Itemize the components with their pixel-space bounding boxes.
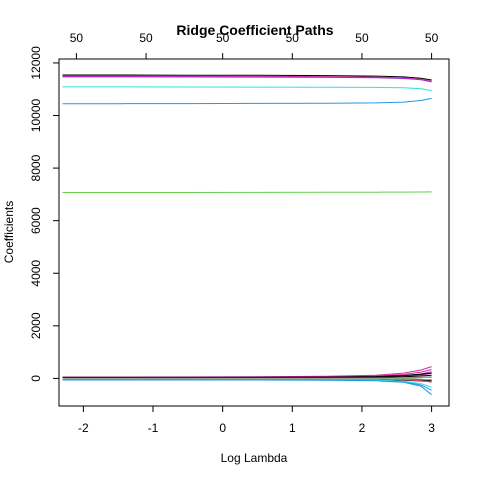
top-tick-label: 50 xyxy=(216,31,230,45)
series-line-5 xyxy=(62,97,432,105)
x-tick-label: 2 xyxy=(359,421,366,435)
chart-title: Ridge Coefficient Paths xyxy=(176,22,333,38)
top-axis: 50 50 50 50 50 50 xyxy=(70,31,439,60)
series-line-11 xyxy=(62,372,432,378)
series-line-2 xyxy=(62,75,432,82)
series-line-20 xyxy=(62,379,432,396)
y-tick-label: 4000 xyxy=(29,260,43,287)
plot-lines xyxy=(62,74,432,396)
y-axis-label: Coefficients xyxy=(2,201,16,263)
y-tick-label: 12000 xyxy=(29,46,43,80)
top-tick-label: 50 xyxy=(139,31,153,45)
x-tick-label: 1 xyxy=(289,421,296,435)
x-tick-label: -2 xyxy=(78,421,89,435)
series-line-3 xyxy=(62,76,432,83)
plot-frame xyxy=(58,58,450,407)
top-tick-label: 50 xyxy=(355,31,369,45)
top-tick-label: 50 xyxy=(286,31,300,45)
y-tick-label: 8000 xyxy=(29,154,43,181)
x-axis: -2 -1 0 1 2 3 xyxy=(78,405,435,435)
y-axis: 0 2000 4000 6000 8000 10000 12000 xyxy=(29,46,60,382)
y-tick-label: 10000 xyxy=(29,99,43,133)
top-tick-label: 50 xyxy=(425,31,439,45)
x-tick-label: 0 xyxy=(219,421,226,435)
y-tick-label: 6000 xyxy=(29,207,43,234)
x-axis-label: Log Lambda xyxy=(221,451,288,465)
x-tick-label: -1 xyxy=(148,421,159,435)
series-line-4 xyxy=(62,86,432,91)
y-tick-label: 0 xyxy=(29,375,43,382)
y-tick-label: 2000 xyxy=(29,312,43,339)
series-line-1 xyxy=(62,74,432,81)
top-tick-label: 50 xyxy=(70,31,84,45)
x-tick-label: 3 xyxy=(428,421,435,435)
series-line-6 xyxy=(62,191,432,193)
series-line-21 xyxy=(62,378,432,381)
